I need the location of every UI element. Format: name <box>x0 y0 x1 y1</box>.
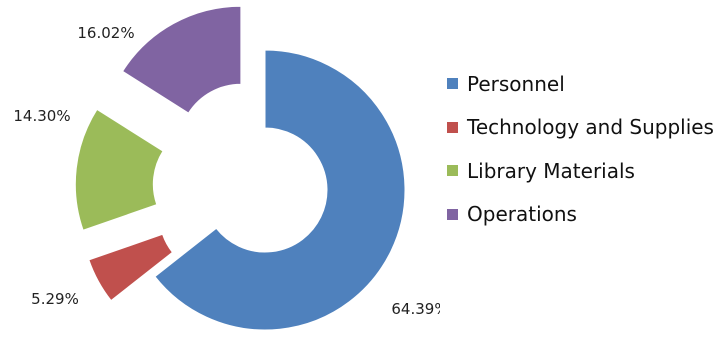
legend-item-personnel: Personnel <box>447 62 714 106</box>
donut-value-labels: 64.39% 5.29% 14.30% 16.02% <box>13 24 440 318</box>
legend-label: Technology and Supplies <box>467 115 714 140</box>
legend-item-library-materials: Library Materials <box>447 149 714 193</box>
value-label-technology-and-supplies: 5.29% <box>31 290 79 308</box>
legend-label: Personnel <box>467 71 565 96</box>
legend-swatch <box>447 78 458 90</box>
slice-operations <box>121 5 242 114</box>
legend-swatch <box>447 165 458 177</box>
value-label-personnel: 64.39% <box>391 300 440 318</box>
value-label-library-materials: 14.30% <box>13 107 70 125</box>
legend-item-operations: Operations <box>447 193 714 237</box>
legend-swatch <box>447 121 458 133</box>
chart-legend: Personnel Technology and Supplies Library … <box>447 62 714 236</box>
legend-label: Operations <box>467 202 577 227</box>
legend-label: Library Materials <box>467 158 635 183</box>
donut-chart: 64.39% 5.29% 14.30% 16.02% <box>13 5 440 331</box>
slice-library-materials <box>74 108 164 231</box>
slice-personnel <box>154 49 406 331</box>
value-label-operations: 16.02% <box>77 24 134 42</box>
legend-item-technology-and-supplies: Technology and Supplies <box>447 106 714 150</box>
slice-technology-and-supplies <box>88 233 174 302</box>
legend-swatch <box>447 208 458 220</box>
donut-slices <box>74 5 406 331</box>
